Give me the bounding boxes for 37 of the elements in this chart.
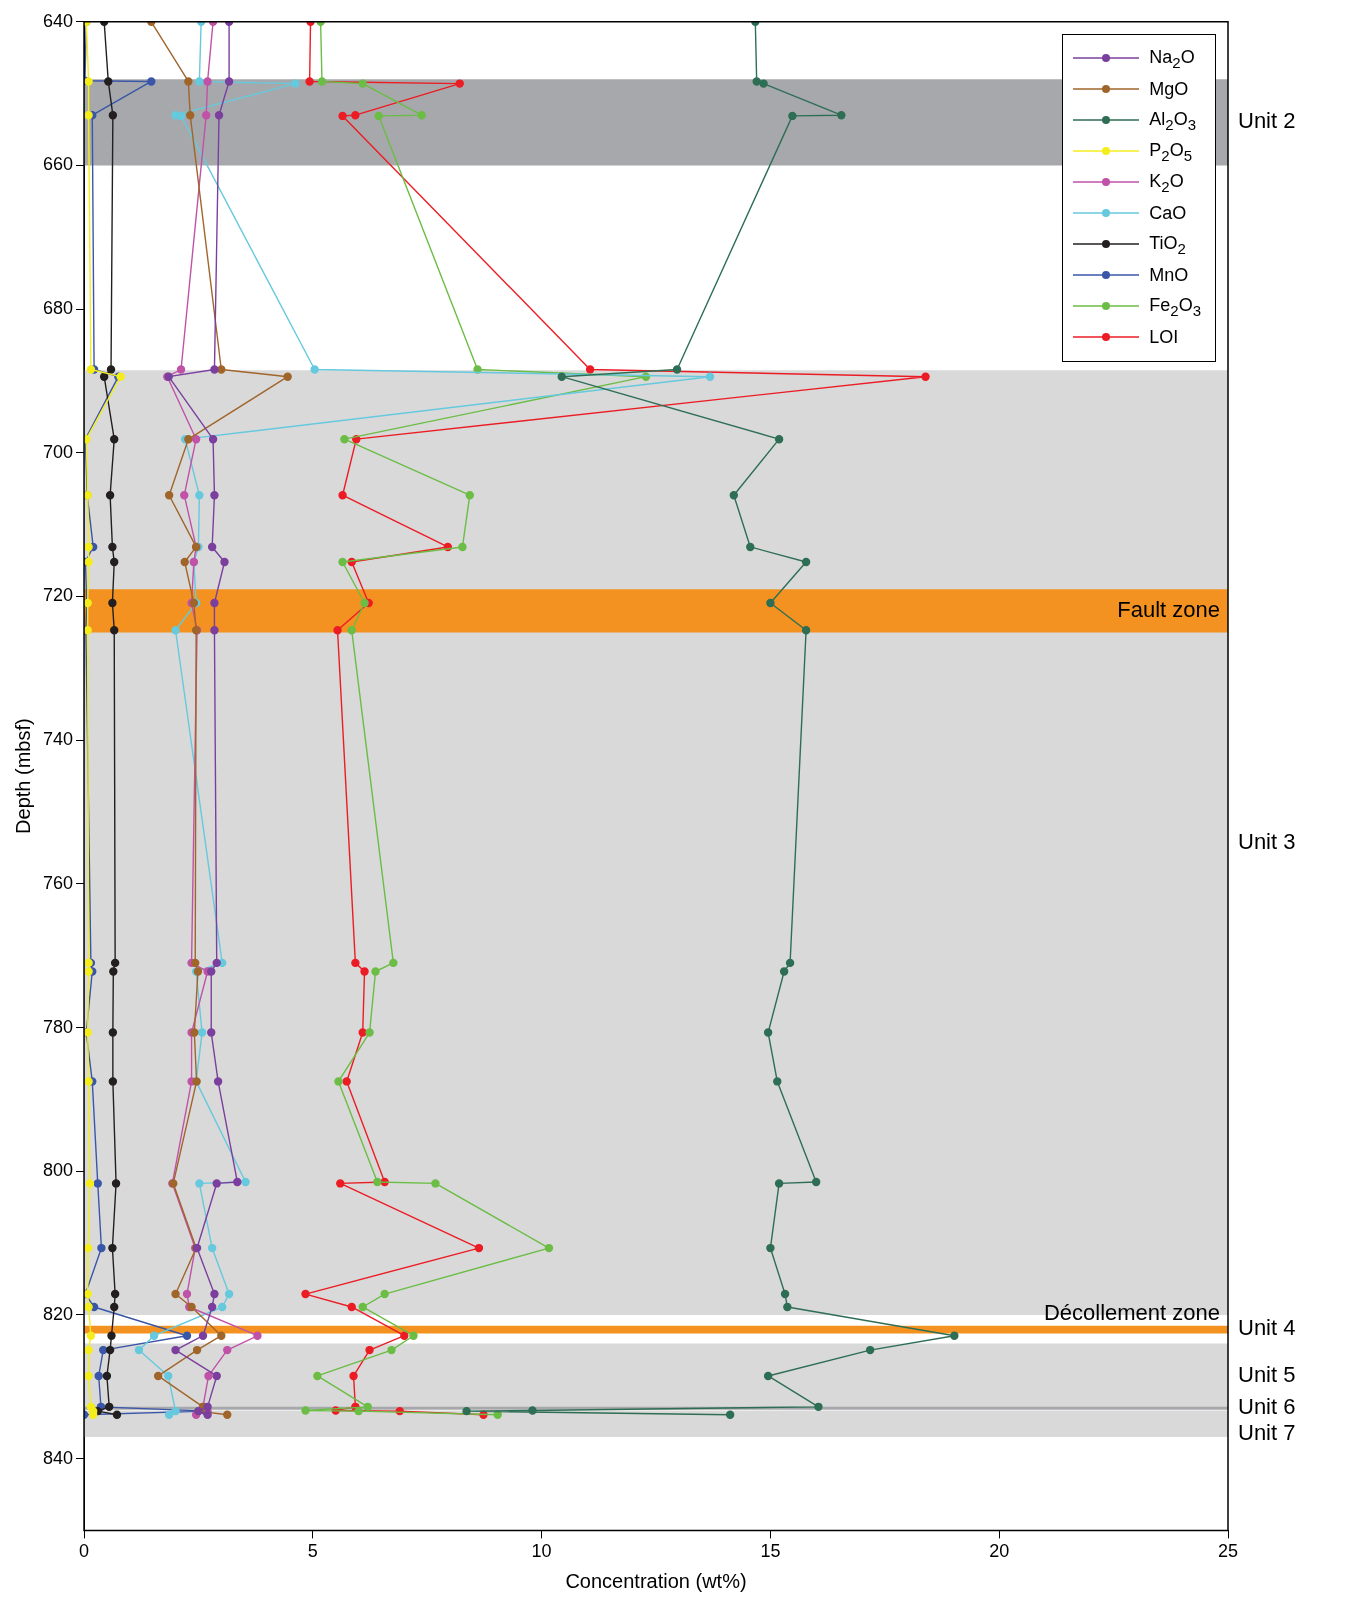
y-tick-label: 820 [42,1303,74,1324]
legend-label: K$_{2}$O [1149,170,1184,195]
y-tick-label: 720 [42,585,74,606]
x-tick-label: 10 [531,1541,552,1562]
x-tick-label: 5 [307,1541,318,1562]
y-tick-label: 660 [42,154,74,175]
band-label: Unit 7 [1238,1420,1296,1446]
y-tick-label: 780 [42,1016,74,1037]
x-tick-label: 0 [79,1541,90,1562]
ref-line-label: Unit 6 [1238,1394,1296,1420]
band-label: Unit 2 [1238,108,1296,134]
legend-label: Na$_{2}$O [1149,46,1195,71]
y-tick-label: 700 [42,441,74,462]
y-tick-label: 800 [42,1160,74,1181]
band-label: Unit 3 [1238,828,1296,854]
y-tick-label: 740 [42,729,74,750]
y-tick-label: 640 [42,10,74,31]
legend-label: MgO [1149,78,1189,100]
y-tick-label: 680 [42,298,74,319]
x-tick-label: 20 [989,1541,1010,1562]
y-axis-title: Depth (mbsf) [11,718,34,834]
legend-label: LOI [1149,326,1179,348]
legend-label: Fe$_{2}$O$_{3}$ [1149,294,1201,319]
x-tick-label: 15 [760,1541,781,1562]
x-axis-title: Concentration (wt%) [565,1569,747,1592]
legend-label: TiO$_{2}$ [1149,232,1186,257]
band-label: Fault zone [1117,596,1220,622]
legend-label: P$_{2}$O$_{5}$ [1149,139,1192,164]
band-label: Unit 4 [1238,1315,1296,1341]
legend-label: MnO [1149,264,1189,286]
y-tick-label: 840 [42,1447,74,1468]
band-label: Unit 5 [1238,1362,1296,1388]
band-label: Décollement zone [1043,1299,1220,1325]
legend-label: Al$_{2}$O$_{3}$ [1149,108,1196,133]
legend-label: CaO [1149,202,1187,224]
y-tick-label: 760 [42,872,74,893]
x-tick-label: 25 [1217,1541,1239,1562]
